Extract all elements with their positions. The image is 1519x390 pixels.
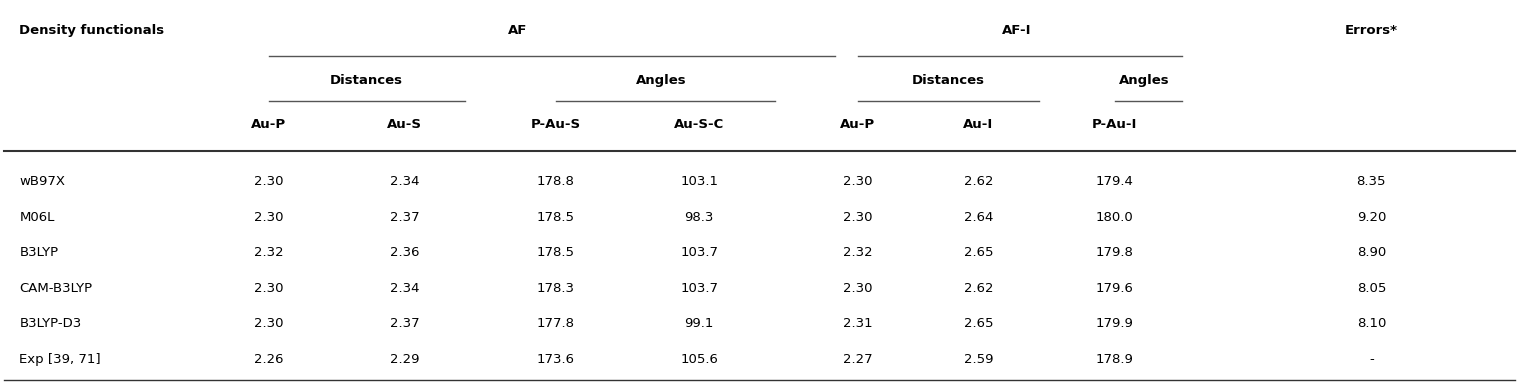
Text: Errors*: Errors* — [1344, 25, 1397, 37]
Text: 180.0: 180.0 — [1095, 211, 1133, 223]
Text: 2.65: 2.65 — [963, 317, 993, 330]
Text: B3LYP: B3LYP — [20, 246, 58, 259]
Text: 8.90: 8.90 — [1356, 246, 1385, 259]
Text: 178.9: 178.9 — [1095, 353, 1133, 365]
Text: P-Au-I: P-Au-I — [1092, 118, 1138, 131]
Text: 2.30: 2.30 — [843, 211, 872, 223]
Text: 178.5: 178.5 — [536, 246, 574, 259]
Text: wB97X: wB97X — [20, 175, 65, 188]
Text: 173.6: 173.6 — [536, 353, 574, 365]
Text: 99.1: 99.1 — [685, 317, 714, 330]
Text: Angles: Angles — [1120, 74, 1170, 87]
Text: 8.35: 8.35 — [1356, 175, 1385, 188]
Text: 9.20: 9.20 — [1356, 211, 1385, 223]
Text: 2.32: 2.32 — [254, 246, 284, 259]
Text: B3LYP-D3: B3LYP-D3 — [20, 317, 82, 330]
Text: CAM-B3LYP: CAM-B3LYP — [20, 282, 93, 294]
Text: 2.37: 2.37 — [390, 211, 419, 223]
Text: Distances: Distances — [911, 74, 984, 87]
Text: 2.64: 2.64 — [965, 211, 993, 223]
Text: Au-P: Au-P — [840, 118, 875, 131]
Text: 179.6: 179.6 — [1095, 282, 1133, 294]
Text: Density functionals: Density functionals — [20, 25, 164, 37]
Text: AF: AF — [509, 25, 527, 37]
Text: 2.32: 2.32 — [843, 246, 872, 259]
Text: 177.8: 177.8 — [536, 317, 574, 330]
Text: 2.30: 2.30 — [254, 175, 283, 188]
Text: Exp [39, 71]: Exp [39, 71] — [20, 353, 100, 365]
Text: 2.65: 2.65 — [963, 246, 993, 259]
Text: 2.34: 2.34 — [390, 282, 419, 294]
Text: 2.30: 2.30 — [843, 175, 872, 188]
Text: 2.31: 2.31 — [843, 317, 872, 330]
Text: 2.62: 2.62 — [963, 282, 993, 294]
Text: Au-S: Au-S — [387, 118, 422, 131]
Text: 2.29: 2.29 — [390, 353, 419, 365]
Text: 2.34: 2.34 — [390, 175, 419, 188]
Text: 178.8: 178.8 — [536, 175, 574, 188]
Text: 103.7: 103.7 — [681, 246, 718, 259]
Text: 179.8: 179.8 — [1095, 246, 1133, 259]
Text: 103.7: 103.7 — [681, 282, 718, 294]
Text: 179.9: 179.9 — [1095, 317, 1133, 330]
Text: Au-S-C: Au-S-C — [674, 118, 725, 131]
Text: 178.5: 178.5 — [536, 211, 574, 223]
Text: 98.3: 98.3 — [685, 211, 714, 223]
Text: 2.30: 2.30 — [254, 282, 283, 294]
Text: Distances: Distances — [330, 74, 403, 87]
Text: Angles: Angles — [636, 74, 687, 87]
Text: 105.6: 105.6 — [681, 353, 718, 365]
Text: 103.1: 103.1 — [681, 175, 718, 188]
Text: 179.4: 179.4 — [1095, 175, 1133, 188]
Text: 2.26: 2.26 — [254, 353, 283, 365]
Text: 8.05: 8.05 — [1356, 282, 1385, 294]
Text: 2.37: 2.37 — [390, 317, 419, 330]
Text: 178.3: 178.3 — [536, 282, 574, 294]
Text: -: - — [1369, 353, 1373, 365]
Text: 2.30: 2.30 — [254, 211, 283, 223]
Text: P-Au-S: P-Au-S — [530, 118, 580, 131]
Text: AF-I: AF-I — [1001, 25, 1031, 37]
Text: Au-P: Au-P — [251, 118, 286, 131]
Text: 2.59: 2.59 — [963, 353, 993, 365]
Text: 2.27: 2.27 — [843, 353, 872, 365]
Text: 8.10: 8.10 — [1356, 317, 1385, 330]
Text: Au-I: Au-I — [963, 118, 993, 131]
Text: 2.62: 2.62 — [963, 175, 993, 188]
Text: 2.30: 2.30 — [843, 282, 872, 294]
Text: 2.30: 2.30 — [254, 317, 283, 330]
Text: 2.36: 2.36 — [390, 246, 419, 259]
Text: M06L: M06L — [20, 211, 55, 223]
